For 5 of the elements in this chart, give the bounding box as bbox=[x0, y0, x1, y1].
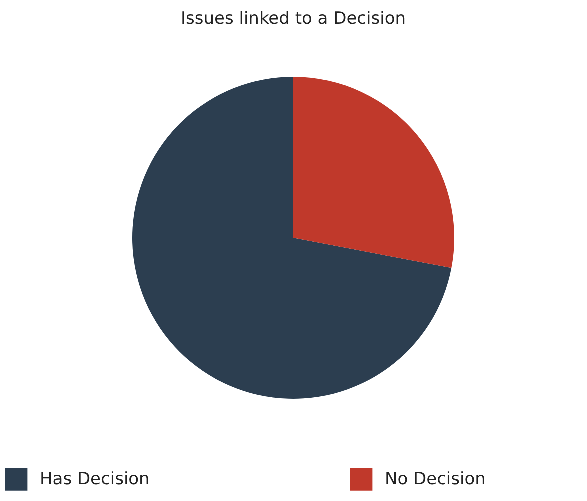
pie-slice bbox=[132, 77, 452, 399]
pie-slice bbox=[294, 77, 454, 268]
chart-title: Issues linked to a Decision bbox=[180, 9, 406, 29]
legend-label: No Decision bbox=[385, 470, 486, 490]
legend-label: Has Decision bbox=[40, 470, 150, 490]
